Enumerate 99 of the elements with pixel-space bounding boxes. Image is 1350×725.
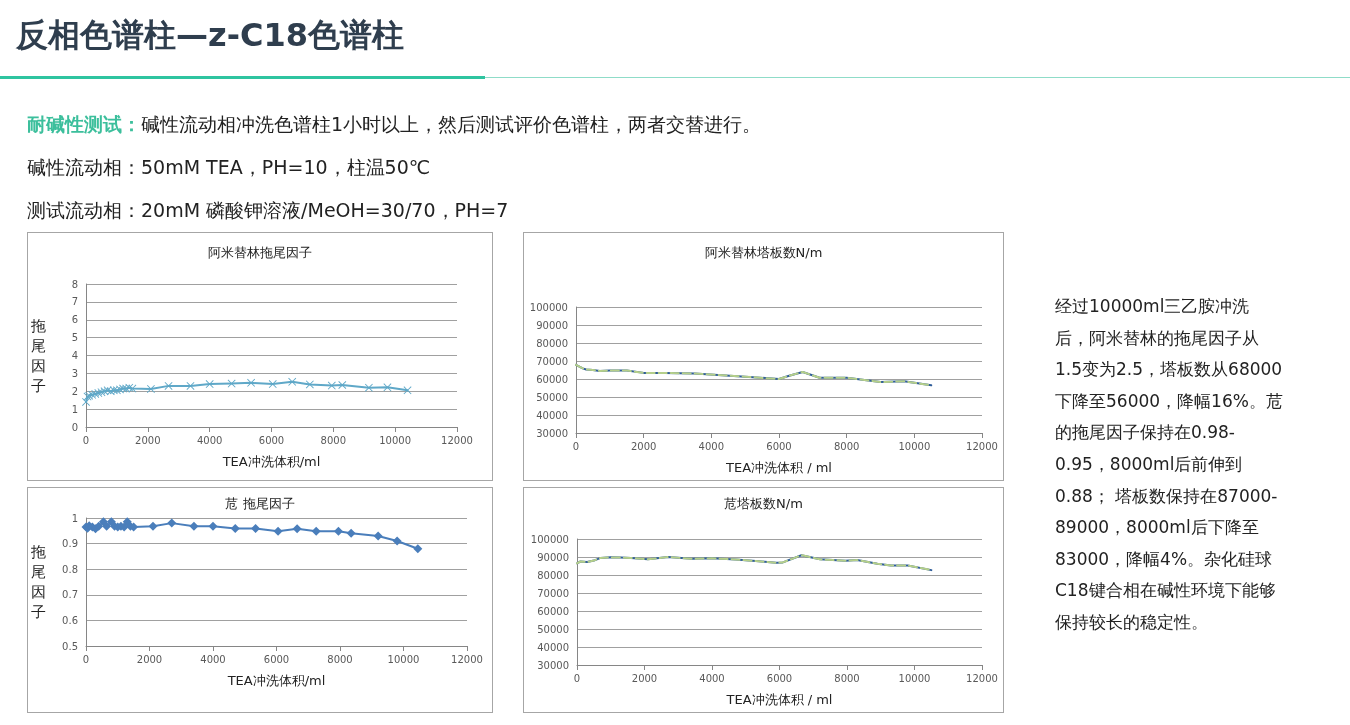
x-tick-label: 6000: [258, 434, 285, 446]
point: [311, 526, 321, 536]
y-tick-label: 0.9: [62, 538, 78, 550]
line-series: [575, 363, 933, 387]
x-tick-label: 4000: [699, 672, 725, 684]
x-tick-label: 4000: [200, 653, 226, 665]
y-tick-label: 70000: [537, 587, 569, 599]
chart-title: 阿米替林塔板数N/m: [704, 245, 823, 260]
y-tick-label: 100000: [530, 533, 569, 545]
x-tick-label: 12000: [966, 672, 998, 684]
y-tick-label: 6: [71, 314, 78, 326]
y-tick-label: 90000: [536, 319, 568, 331]
point: [148, 521, 158, 531]
text: 反相色谱柱—z-C18色谱柱: [16, 15, 404, 56]
point: [305, 380, 314, 389]
y-tick-label: 30000: [536, 427, 568, 439]
point: [186, 381, 195, 390]
y-tick-label: 5: [71, 332, 78, 344]
x-tick-label: 0: [82, 653, 90, 665]
y-tick-label: 8: [71, 278, 78, 290]
x-tick-label: 0: [572, 440, 580, 452]
y-tick-label: 80000: [537, 569, 569, 581]
x-tick-label: 2000: [630, 440, 657, 452]
text: 耐碱性测试：碱性流动相冲洗色谱柱1小时以上，然后测试评价色谱柱，两者交替进行。: [27, 112, 762, 137]
y-tick-label: 80000: [536, 337, 568, 349]
point: [346, 528, 356, 538]
x-axis-title: TEA冲洗体积/ml: [226, 672, 326, 688]
x-tick-label: 0: [82, 434, 90, 446]
y-tick-label: 60000: [537, 605, 569, 617]
y-tick-label: 1: [71, 403, 78, 415]
x-tick-label: 12000: [441, 434, 473, 446]
y-tick-label: 30000: [537, 659, 569, 671]
y-tick-label: 1: [71, 512, 78, 524]
point: [167, 518, 177, 528]
point: [189, 521, 199, 531]
x-axis-title: TEA冲洗体积 / ml: [725, 459, 832, 475]
point: [288, 377, 297, 386]
point: [251, 524, 261, 533]
x-tick-label: 0: [573, 672, 581, 684]
x-tick-label: 4000: [698, 440, 725, 452]
y-tick-label: 0.5: [62, 640, 78, 652]
y-axis-title: 拖尾因子: [30, 316, 46, 395]
point: [102, 521, 112, 531]
point: [230, 524, 240, 533]
y-tick-label: 4: [71, 350, 78, 361]
y-tick-label: 0: [71, 421, 78, 433]
chart-title: 苊 拖尾因子: [225, 496, 295, 511]
text: 经过10000ml三乙胺冲洗后，阿米替林的拖尾因子从1.5变为2.5，塔板数从68000下降至56000，降幅16%。苊的拖尾因子保持在0.98-0.95，8000ml后前伸到0.88； 塔板数保持在87000-89000，8000ml后下降至83000，降幅4%。杂化硅球C18键合相在碱性环境下能够保持较长的稳定性。: [1055, 296, 1283, 632]
x-tick-label: 8000: [833, 440, 860, 452]
point: [205, 380, 214, 389]
point: [106, 517, 116, 527]
y-tick-label: 40000: [536, 409, 568, 421]
y-tick-label: 3: [71, 367, 78, 379]
y-tick-label: 2: [71, 385, 78, 397]
y-tick-label: 70000: [536, 355, 568, 367]
x-tick-label: 8000: [320, 434, 347, 446]
x-tick-label: 2000: [631, 672, 658, 684]
x-tick-label: 8000: [327, 653, 353, 665]
y-tick-label: 60000: [536, 373, 568, 385]
x-axis-title: TEA冲洗体积 / ml: [725, 691, 833, 707]
y-tick-label: 100000: [529, 301, 568, 313]
y-tick-label: 50000: [536, 391, 568, 403]
text: 测试流动相：20mM 磷酸钾溶液/MeOH=30/70，PH=7: [27, 198, 509, 223]
y-tick-label: 40000: [537, 641, 569, 653]
x-tick-label: 12000: [451, 653, 483, 665]
point: [164, 381, 173, 390]
y-tick-label: 7: [71, 296, 78, 308]
x-tick-label: 10000: [387, 653, 420, 665]
x-tick-label: 12000: [966, 440, 998, 452]
point: [373, 531, 383, 541]
point: [392, 536, 402, 546]
y-tick-label: 90000: [537, 551, 569, 563]
point: [333, 526, 343, 536]
x-tick-label: 4000: [196, 434, 223, 446]
x-tick-label: 6000: [766, 672, 793, 684]
x-tick-label: 2000: [135, 434, 161, 446]
point: [273, 526, 283, 536]
x-tick-label: 6000: [263, 653, 290, 665]
point: [268, 380, 277, 389]
x-tick-label: 8000: [834, 672, 860, 684]
text: 碱性流动相：50mM TEA，PH=10，柱温50℃: [27, 155, 431, 180]
x-tick-label: 10000: [898, 440, 931, 452]
y-tick-label: 0.6: [62, 614, 78, 626]
x-tick-label: 10000: [379, 434, 412, 446]
point: [292, 524, 302, 534]
y-tick-label: 50000: [537, 623, 569, 635]
x-tick-label: 10000: [898, 672, 931, 684]
point: [364, 383, 373, 392]
point: [413, 544, 423, 554]
chart-title: 苊塔板数N/m: [724, 496, 803, 511]
x-tick-label: 2000: [136, 653, 163, 665]
y-tick-label: 0.8: [62, 563, 78, 575]
point: [208, 521, 218, 531]
chart-title: 阿米替林拖尾因子: [208, 245, 312, 260]
y-tick-label: 0.7: [62, 589, 78, 601]
x-axis-title: TEA冲洗体积/ml: [221, 453, 321, 469]
line-series: [576, 554, 933, 572]
y-axis-title: 拖尾因子: [30, 543, 46, 621]
x-tick-label: 6000: [766, 440, 792, 452]
